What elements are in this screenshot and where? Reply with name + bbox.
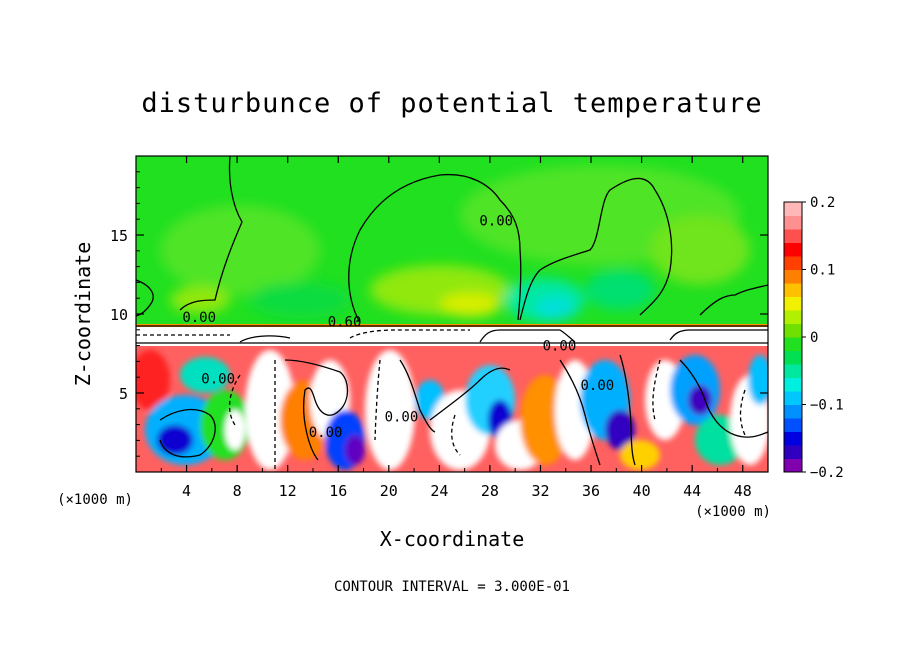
x-unit-label: (×1000 m) — [695, 504, 771, 520]
colorbar-swatch — [784, 310, 802, 324]
inversion-band — [136, 326, 768, 346]
heatmap-field — [136, 156, 768, 472]
contour-label: 0.60 — [328, 315, 362, 331]
colorbar-tick-label: 0.2 — [810, 195, 835, 211]
y-tick-label: 10 — [110, 306, 128, 324]
y-tick-label: 5 — [119, 385, 128, 403]
x-tick-label: 44 — [683, 482, 701, 500]
colorbar-swatch — [784, 458, 802, 473]
colorbar-swatch — [784, 404, 802, 419]
x-axis: 4 8 12 16 20 24 28 32 36 40 44 48 — [160, 156, 752, 500]
colorbar-swatch — [784, 377, 802, 392]
contour-label: 0.00 — [309, 425, 343, 441]
colorbar-swatch — [784, 269, 802, 284]
colorbar-swatch — [784, 296, 802, 311]
colorbar-swatch — [784, 445, 802, 459]
x-tick-label: 16 — [329, 482, 347, 500]
colorbar-swatch — [784, 229, 802, 243]
colorbar-tick-label: 0.1 — [810, 263, 835, 279]
x-tick-label: 12 — [279, 482, 297, 500]
y-tick-label: 15 — [110, 227, 128, 245]
x-tick-label: 8 — [233, 482, 242, 500]
upper-region — [136, 156, 768, 326]
colorbar-swatch — [784, 256, 802, 270]
contour-label: 0.00 — [581, 378, 615, 394]
x-tick-label: 24 — [430, 482, 448, 500]
x-tick-label: 48 — [734, 482, 752, 500]
lower-region — [136, 346, 768, 472]
colorbar-tick-label: −0.1 — [810, 398, 844, 414]
contour-label: 0.00 — [182, 310, 216, 326]
x-tick-label: 20 — [380, 482, 398, 500]
x-tick-label: 4 — [182, 482, 191, 500]
colorbar-swatch — [784, 283, 802, 297]
contour-labels: 0.00 0.60 0.00 0.00 0.00 0.00 0.00 0.00 — [182, 214, 614, 442]
contour-label: 0.00 — [479, 214, 513, 230]
z-unit-label: (×1000 m) — [57, 492, 133, 508]
contour-label: 0.00 — [385, 409, 419, 425]
colorbar-tick-label: −0.2 — [810, 465, 844, 481]
contour-lines — [136, 156, 768, 470]
colorbar-tick-label: 0 — [810, 330, 818, 346]
contour-label: 0.00 — [543, 338, 577, 354]
chart-title: disturbunce of potential temperature — [141, 88, 762, 119]
x-tick-label: 40 — [633, 482, 651, 500]
colorbar: 0.2 0.1 0 −0.1 −0.2 — [783, 195, 844, 481]
colorbar-swatch — [784, 337, 802, 351]
colorbar-swatch — [784, 323, 802, 338]
colorbar-swatch — [784, 242, 802, 257]
contour-label: 0.00 — [201, 372, 235, 388]
colorbar-swatch — [784, 215, 802, 230]
x-tick-label: 32 — [531, 482, 549, 500]
colorbar-swatch — [784, 391, 802, 405]
x-axis-label: X-coordinate — [380, 527, 525, 551]
x-tick-label: 36 — [582, 482, 600, 500]
y-axis: 5 10 15 — [110, 171, 768, 457]
y-axis-label: Z-coordinate — [71, 242, 95, 387]
contour-interval-note: CONTOUR INTERVAL = 3.000E-01 — [334, 579, 570, 595]
colorbar-swatch — [784, 364, 802, 378]
colorbar-swatch — [784, 418, 802, 432]
colorbar-swatch — [784, 202, 802, 216]
x-tick-label: 28 — [481, 482, 499, 500]
colorbar-swatch — [784, 431, 802, 446]
colorbar-swatch — [784, 350, 802, 365]
